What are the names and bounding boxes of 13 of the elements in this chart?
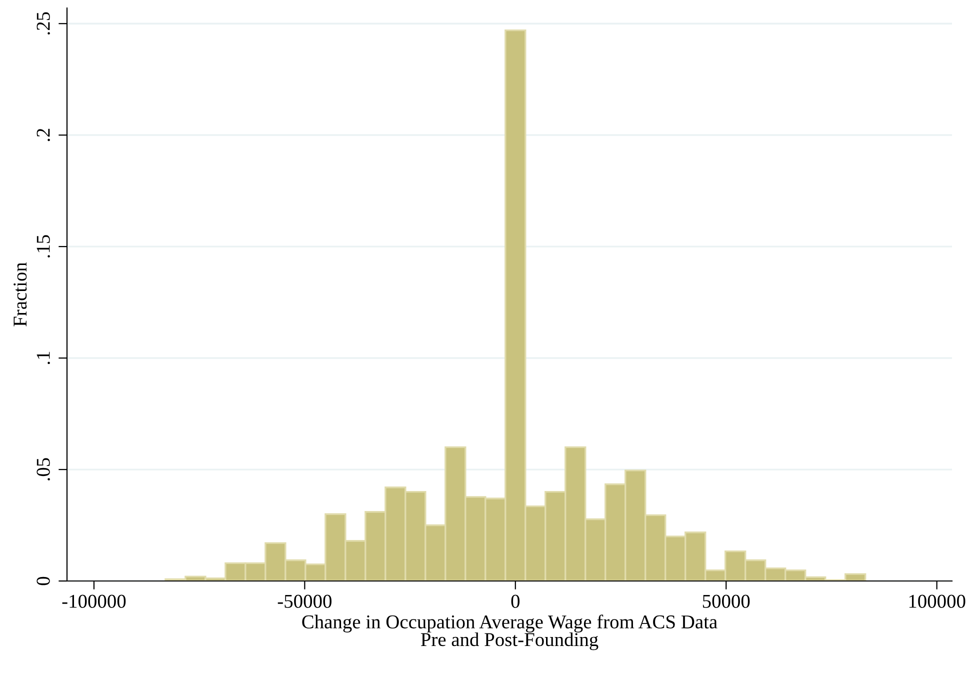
y-tick-label: 0 xyxy=(36,576,50,586)
y-tick-label: .1 xyxy=(36,352,50,364)
y-tick-label: .05 xyxy=(36,458,50,480)
x-tick-label: -100000 xyxy=(62,594,126,608)
x-tick-label: 100000 xyxy=(909,594,966,608)
x-tick-label: -50000 xyxy=(278,594,332,608)
y-tick-label: .15 xyxy=(36,235,50,258)
y-tick-label: .25 xyxy=(36,12,50,34)
x-tick-label: 0 xyxy=(511,594,520,608)
y-tick-label: .2 xyxy=(36,128,50,142)
x-tick-label: 50000 xyxy=(702,594,750,608)
x-axis-title: Change in Occupation Average Wage from ACS Data Pre and Post-Founding xyxy=(302,614,718,650)
y-axis-title: Fraction xyxy=(14,262,27,326)
